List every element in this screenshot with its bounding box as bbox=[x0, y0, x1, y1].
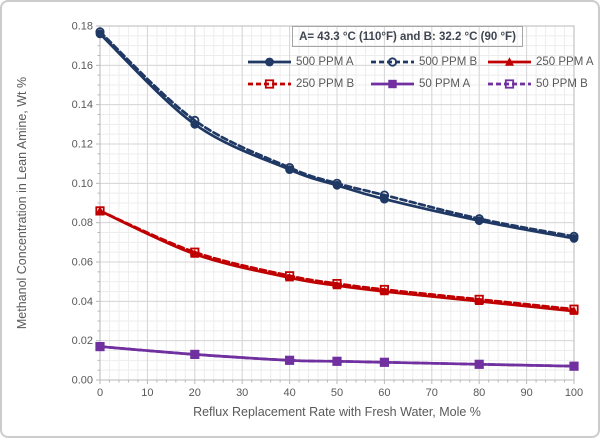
svg-text:20: 20 bbox=[189, 387, 201, 399]
legend-item-500-ppm-b: 500 PPM B bbox=[370, 53, 487, 71]
legend-sample-250-ppm-b bbox=[248, 79, 291, 89]
temperature-annotation-box: A= 43.3 °C (110°F) and B: 32.2 °C (90 °F… bbox=[292, 26, 523, 47]
svg-text:0.10: 0.10 bbox=[72, 178, 93, 190]
svg-text:0.18: 0.18 bbox=[72, 21, 93, 33]
series-50-ppm-b-markers bbox=[95, 341, 579, 371]
legend-item-250-ppm-a: 250 PPM A bbox=[487, 53, 594, 71]
x-axis-title: Reflux Replacement Rate with Fresh Water… bbox=[193, 405, 481, 419]
svg-text:0.00: 0.00 bbox=[72, 375, 93, 387]
legend-label-500-ppm-a: 500 PPM A bbox=[296, 56, 354, 68]
svg-text:60: 60 bbox=[378, 387, 390, 399]
svg-text:0: 0 bbox=[97, 387, 103, 399]
temperature-annotation-text: A= 43.3 °C (110°F) and B: 32.2 °C (90 °F… bbox=[299, 30, 516, 43]
svg-text:80: 80 bbox=[473, 387, 485, 399]
legend-item-250-ppm-b: 250 PPM B bbox=[247, 75, 370, 93]
svg-text:40: 40 bbox=[283, 387, 295, 399]
svg-text:0.12: 0.12 bbox=[72, 139, 93, 151]
axis-ticks bbox=[96, 25, 575, 384]
y-axis-tick-labels: 0.00 0.02 0.04 0.06 0.08 0.10 0.12 0.14 0.16 0.18 bbox=[72, 21, 93, 387]
svg-text:100: 100 bbox=[565, 387, 583, 399]
svg-text:0.08: 0.08 bbox=[72, 217, 93, 229]
svg-text:70: 70 bbox=[426, 387, 438, 399]
svg-text:0.04: 0.04 bbox=[72, 296, 93, 308]
legend-item-50-ppm-b: 50 PPM B bbox=[487, 75, 594, 93]
legend-item-500-ppm-a: 500 PPM A bbox=[247, 53, 370, 71]
svg-text:0.06: 0.06 bbox=[72, 257, 93, 269]
svg-text:0.14: 0.14 bbox=[72, 99, 93, 111]
x-axis-tick-labels: 0 10 20 30 40 50 60 70 80 90 100 bbox=[97, 387, 583, 399]
series-50-ppm-a-markers bbox=[95, 342, 579, 371]
svg-text:50: 50 bbox=[331, 387, 343, 399]
svg-text:0.02: 0.02 bbox=[72, 335, 93, 347]
legend-label-250-ppm-b: 250 PPM B bbox=[296, 78, 355, 90]
svg-text:90: 90 bbox=[520, 387, 532, 399]
svg-text:30: 30 bbox=[236, 387, 248, 399]
legend-item-50-ppm-a: 50 PPM A bbox=[370, 75, 487, 93]
chart-legend: 500 PPM A 500 PPM B 250 PPM A 250 PPM B 50 P… bbox=[247, 53, 594, 93]
legend-sample-50-ppm-b bbox=[488, 79, 531, 89]
legend-sample-250-ppm-a bbox=[488, 57, 531, 66]
legend-sample-500-ppm-b bbox=[371, 57, 414, 67]
legend-label-500-ppm-b: 500 PPM B bbox=[419, 56, 478, 68]
series-500-ppm-b-markers bbox=[95, 27, 579, 241]
legend-label-50-ppm-a: 50 PPM A bbox=[419, 78, 471, 90]
svg-text:0.16: 0.16 bbox=[72, 60, 93, 72]
y-axis-title: Methanol Concentration in Lean Amine, Wt… bbox=[15, 76, 29, 330]
svg-text:10: 10 bbox=[141, 387, 153, 399]
legend-label-50-ppm-b: 50 PPM B bbox=[536, 78, 588, 90]
series-500-ppm-a-markers bbox=[95, 29, 579, 243]
series-250-ppm-b-markers bbox=[95, 206, 579, 314]
legend-sample-50-ppm-a bbox=[371, 79, 414, 89]
legend-label-250-ppm-a: 250 PPM A bbox=[536, 56, 594, 68]
legend-sample-500-ppm-a bbox=[248, 57, 291, 67]
